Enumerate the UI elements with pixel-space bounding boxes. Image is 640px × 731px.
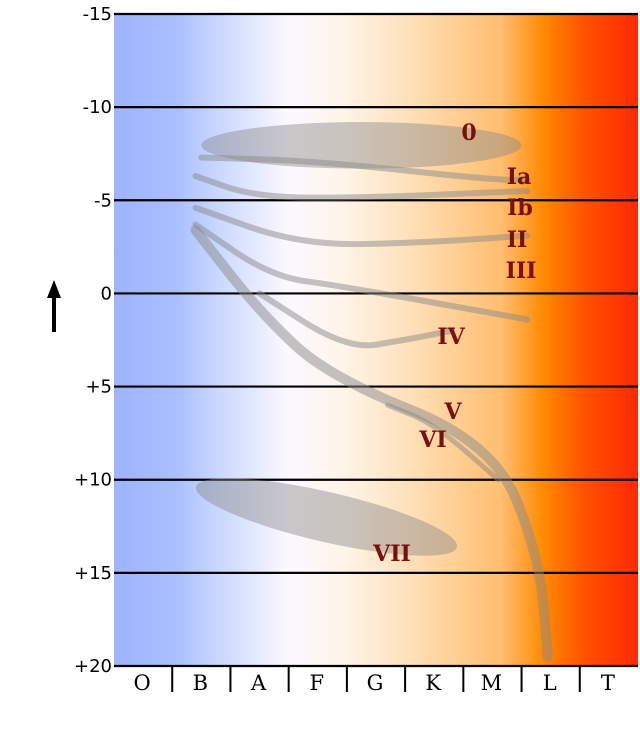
y-tick-label: +20 [74,656,112,677]
class-label-0: 0 [461,120,476,146]
y-tick-label: -5 [94,190,112,211]
y-axis-tick-labels: -15 -10 -5 0 +5 +10 +15 +20 [74,4,112,677]
plot-background [114,14,638,666]
x-tick-label: M [481,671,503,695]
class-ii-band [192,204,531,248]
class-ia-band [198,154,531,183]
class-iii-band [192,221,531,323]
x-tick-label: T [601,671,615,695]
up-arrow-icon [47,280,61,332]
class-label-ib: Ib [507,195,533,221]
class-label-v: V [443,399,462,425]
class-label-ia: Ia [507,164,532,190]
x-tick-label: K [425,671,441,695]
class-label-ii: II [507,227,528,253]
class-label-vi: VI [418,427,446,453]
x-tick-label: L [543,671,557,695]
gridlines [114,12,638,668]
y-tick-label: -15 [83,4,112,25]
class-label-iii: III [506,258,537,284]
class-vi-band [385,402,501,483]
x-tick-label: F [309,671,324,695]
class-label-vii: VII [372,541,411,567]
x-tick-label: B [193,671,208,695]
x-tick-label: G [367,671,384,695]
class-vii-region [195,478,458,556]
y-tick-label: 0 [101,283,112,304]
y-tick-label: +10 [74,470,112,491]
class-v-band [190,225,553,662]
luminosity-bands [190,122,553,662]
class-iv-band [256,290,455,349]
class-ib-band [192,173,531,201]
x-tick-label: O [134,671,151,695]
y-tick-label: -10 [83,97,112,118]
x-tick-label: A [250,671,267,695]
class-label-iv: IV [437,324,465,350]
y-tick-label: +15 [74,563,112,584]
y-tick-label: +5 [85,377,112,398]
class-0-region [201,122,522,169]
